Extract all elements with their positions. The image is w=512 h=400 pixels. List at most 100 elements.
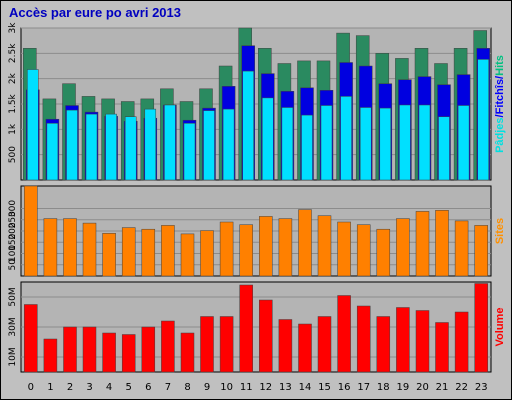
bar-pâdjes (379, 107, 392, 181)
bar-sites (102, 233, 116, 277)
x-tick-label: 12 (259, 382, 272, 393)
bar-pâdjes (105, 113, 117, 181)
bar-sites (219, 221, 234, 277)
y-tick-label-sites: 50 (8, 259, 18, 271)
bar-sites (259, 216, 273, 277)
y-tick-label-sites: 100 (8, 245, 18, 262)
x-tick-label: 13 (279, 382, 292, 393)
bar-sites (239, 224, 253, 277)
y-tick-label-sites: 250 (8, 211, 18, 228)
y-tick-label-volume: 10M (8, 347, 18, 366)
bar-volume (356, 305, 371, 373)
bar-sites (415, 211, 430, 277)
x-tick-label: 1 (47, 382, 53, 393)
x-tick-label: 23 (475, 382, 488, 393)
y-tick-label-hits: 1k (8, 123, 18, 135)
bar-sites (63, 218, 77, 277)
bar-pâdjes (320, 105, 333, 181)
x-tick-label: 2 (67, 382, 73, 393)
bar-sites (24, 185, 38, 277)
chart-title: Accès par eure po avri 2013 (9, 5, 181, 20)
x-tick-label: 8 (184, 382, 190, 393)
y-tick-label-volume: 30M (8, 317, 18, 336)
bar-pâdjes (340, 96, 352, 181)
y-axis-label-sites: Sites (494, 218, 506, 244)
bar-volume (219, 316, 234, 373)
bar-volume (337, 295, 351, 373)
bar-pâdjes (222, 108, 235, 181)
y-axis-label-hits: Pâdjes/Fitchîs/Hits (494, 55, 506, 153)
bar-sites (43, 218, 58, 277)
y-tick-label-volume: 50M (8, 287, 18, 306)
bar-sites (474, 225, 488, 277)
bar-pâdjes (85, 113, 98, 181)
x-tick-label: 7 (165, 382, 171, 393)
y-axis-label-part: Hits (494, 55, 506, 76)
bar-sites (278, 218, 293, 277)
bar-sites (200, 230, 214, 277)
y-axis-label-part: / (494, 114, 506, 117)
x-tick-label: 10 (220, 382, 233, 393)
y-tick-label-hits: 500 (8, 146, 18, 163)
x-tick-label: 6 (145, 382, 151, 393)
x-tick-label: 0 (28, 382, 34, 393)
x-tick-label: 15 (318, 382, 331, 393)
bar-volume (43, 338, 58, 373)
bar-volume (298, 323, 312, 373)
bar-pâdjes (183, 123, 196, 181)
bar-sites (180, 233, 195, 277)
bar-volume (396, 307, 410, 373)
bar-volume (415, 310, 430, 373)
bar-sites (435, 210, 449, 277)
bar-volume (454, 311, 469, 373)
y-tick-label-hits: 2.5k (8, 43, 18, 63)
x-tick-label: 17 (357, 382, 370, 393)
x-tick-label: 18 (377, 382, 390, 393)
bar-pâdjes (399, 104, 411, 181)
bar-volume (474, 283, 488, 373)
bar-sites (396, 218, 410, 277)
bar-sites (298, 209, 312, 277)
bar-sites (161, 225, 175, 277)
bar-volume (259, 299, 273, 373)
x-tick-label: 9 (204, 382, 210, 393)
bar-volume (141, 326, 156, 373)
bar-volume (121, 334, 136, 373)
bar-pâdjes (477, 59, 489, 181)
bar-pâdjes (457, 105, 470, 181)
x-tick-label: 11 (240, 382, 253, 393)
bar-sites (376, 228, 391, 277)
y-tick-label-sites: 200 (8, 222, 18, 239)
bar-pâdjes (281, 107, 294, 181)
bar-volume (180, 332, 195, 373)
bar-pâdjes (242, 70, 254, 181)
bar-pâdjes (66, 109, 78, 181)
bar-volume (82, 326, 97, 373)
bar-pâdjes (301, 114, 313, 181)
y-axis-label-part: Volume (494, 308, 506, 347)
bar-volume (278, 319, 293, 373)
x-tick-label: 5 (126, 382, 132, 393)
bar-sites (337, 221, 351, 277)
bar-volume (63, 326, 77, 373)
x-tick-label: 20 (416, 382, 429, 393)
bar-pâdjes (164, 104, 176, 181)
y-tick-label-sites: 150 (8, 233, 18, 250)
y-tick-label-hits: 1.5k (8, 93, 18, 113)
bar-sites (454, 220, 469, 277)
y-tick-label-hits: 2k (8, 72, 18, 84)
bar-sites (82, 222, 97, 277)
bar-volume (102, 332, 116, 373)
y-axis-label-part: / (494, 76, 506, 79)
bar-sites (121, 227, 136, 277)
bar-volume (376, 316, 391, 373)
x-tick-label: 14 (299, 382, 312, 393)
bar-volume (435, 322, 449, 373)
bar-pâdjes (359, 107, 372, 181)
y-axis-label-volume: Volume (494, 308, 506, 347)
x-tick-label: 4 (106, 382, 112, 393)
bar-volume (161, 320, 175, 373)
y-tick-label-hits: 3k (8, 22, 18, 34)
y-axis-label-part: Fitchîs (494, 79, 506, 114)
